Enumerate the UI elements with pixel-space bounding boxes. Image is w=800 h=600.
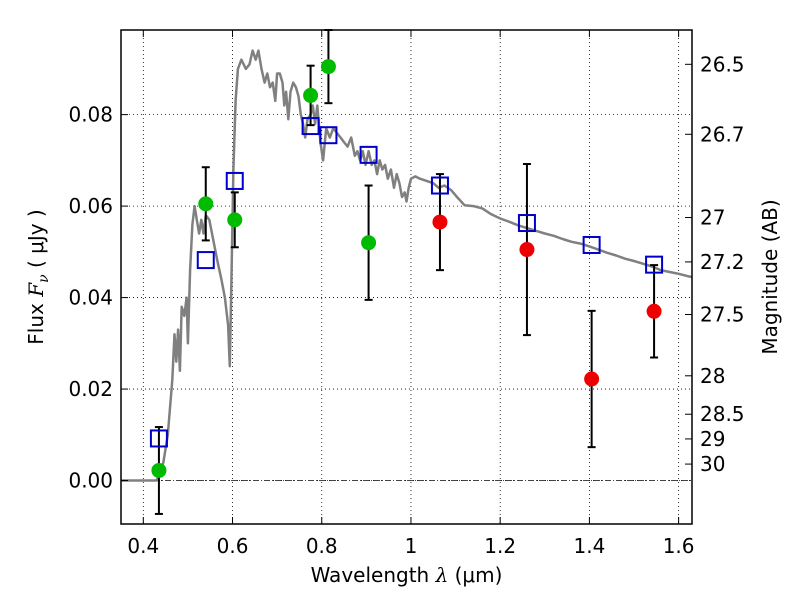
y2-tick-label: 27.5 <box>700 303 745 327</box>
nir-data-point <box>646 303 662 319</box>
model-sed-line <box>121 49 692 482</box>
y2-tick-label: 26.7 <box>700 122 745 146</box>
y-tick-label: 0.04 <box>68 286 113 310</box>
y-tick-label: 0.02 <box>68 377 113 401</box>
optical-data-point <box>151 462 167 478</box>
x-axis-label-unit: (μm) <box>448 563 502 587</box>
optical-data-point <box>198 196 214 212</box>
model-sed-series <box>121 49 692 482</box>
optical-data-point <box>361 235 377 251</box>
data-markers <box>149 59 664 478</box>
x-axis-label-symbol: λ <box>435 563 449 587</box>
model-photometry-marker <box>582 235 601 254</box>
y-tick-label: 0.00 <box>68 469 113 493</box>
model-photometry-marker <box>301 117 320 136</box>
y-axis-label-symbol: F <box>24 282 48 298</box>
x-axis-label-prefix: Wavelength <box>311 563 436 587</box>
nir-data-point <box>519 242 535 258</box>
model-photometry-marker <box>196 251 215 270</box>
y2-tick-label: 29 <box>700 427 725 451</box>
plot-frame <box>120 29 693 525</box>
grid <box>121 30 692 524</box>
model-photometry-marker <box>645 255 664 274</box>
y2-tick-label: 30 <box>700 452 725 476</box>
x-tick-label: 1.4 <box>573 534 605 558</box>
nir-data-point <box>584 371 600 387</box>
optical-data-point <box>320 59 336 75</box>
y2-axis-label: Magnitude (AB) <box>758 199 782 354</box>
y2-tick-label: 27 <box>700 206 725 230</box>
x-tick-label: 0.8 <box>306 534 338 558</box>
y-tick-label: 0.08 <box>68 103 113 127</box>
y-axis-label: Flux Fν ( μJy ) <box>24 209 52 344</box>
y-axis-label-subscript: ν <box>36 274 52 283</box>
y-axis-label-unit: ( μJy ) <box>24 209 48 274</box>
x-axis-ticks: 0.4 0.6 0.8 1 1.2 1.4 1.6 <box>127 30 695 558</box>
optical-data-point <box>227 212 243 228</box>
model-photometry-marker <box>319 126 338 145</box>
x-axis-label: Wavelength λ (μm) <box>311 563 503 587</box>
y2-tick-label: 26.5 <box>700 52 745 76</box>
optical-data-point <box>303 87 319 103</box>
x-tick-label: 0.6 <box>217 534 249 558</box>
model-photometry-marker <box>517 214 536 233</box>
x-tick-label: 1.6 <box>663 534 695 558</box>
y2-tick-label: 27.2 <box>700 250 745 274</box>
y-axis-label-prefix: Flux <box>24 297 48 345</box>
y-axis-ticks: 0.00 0.02 0.04 0.06 0.08 <box>68 103 128 493</box>
nir-data-point <box>432 214 448 230</box>
y2-tick-label: 28 <box>700 364 725 388</box>
y-tick-label: 0.06 <box>68 194 113 218</box>
model-photometry-marker <box>430 176 449 195</box>
x-tick-label: 1.2 <box>484 534 516 558</box>
y2-tick-label: 28.5 <box>700 402 745 426</box>
x-tick-label: 1 <box>405 534 418 558</box>
model-photometry-marker <box>359 145 378 164</box>
x-tick-label: 0.4 <box>127 534 159 558</box>
model-photometry-marker <box>149 429 168 448</box>
model-photometry-marker <box>225 171 244 190</box>
